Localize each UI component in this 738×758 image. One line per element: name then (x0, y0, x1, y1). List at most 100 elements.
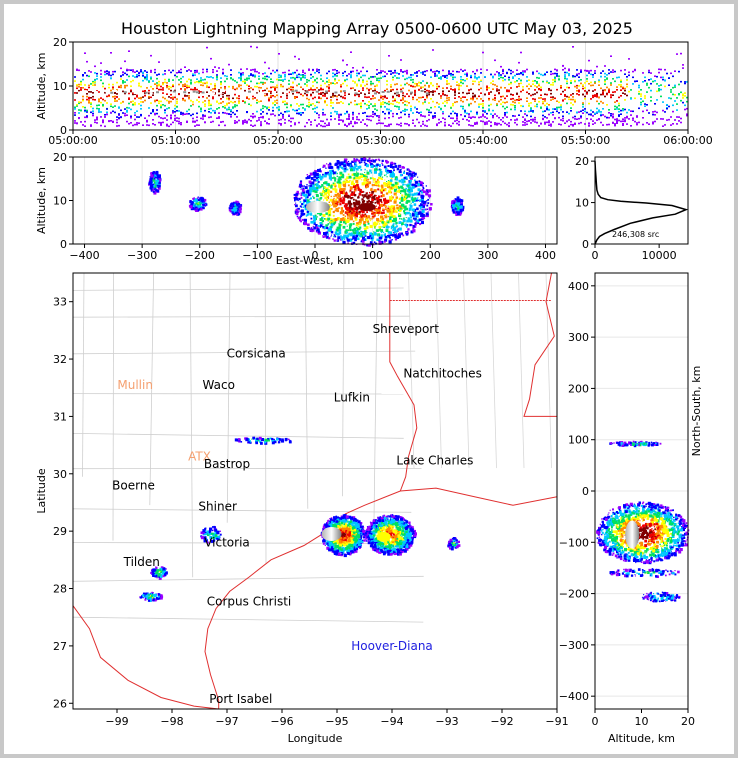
lightning-source (672, 86, 674, 89)
lightning-source (438, 70, 440, 73)
lightning-source (195, 202, 198, 205)
lightning-source (456, 70, 458, 73)
lightning-source (88, 70, 90, 72)
lightning-source (152, 80, 154, 82)
lightning-source (534, 80, 536, 82)
lightning-source (314, 183, 317, 186)
lightning-source (92, 98, 94, 101)
lightning-source (188, 69, 190, 71)
lightning-source (366, 172, 368, 174)
lightning-core (277, 91, 281, 94)
lightning-source (384, 75, 386, 78)
lightning-source (380, 169, 382, 171)
lightning-source (472, 97, 474, 99)
lightning-source (304, 109, 306, 111)
lightning-source (336, 239, 339, 241)
lightning-source (377, 188, 380, 191)
lightning-source (392, 100, 394, 102)
lightning-source (198, 80, 200, 83)
lightning-source (380, 177, 383, 180)
lightning-source (512, 77, 514, 79)
lightning-source (334, 188, 338, 192)
lightning-source (126, 69, 128, 72)
lightning-source (396, 101, 398, 103)
lightning-source (403, 210, 406, 213)
lightning-source (134, 93, 136, 95)
lightning-source (325, 224, 328, 227)
lightning-source (468, 120, 470, 122)
lightning-source (415, 221, 418, 224)
lightning-source (350, 51, 352, 53)
lightning-source (450, 107, 452, 109)
lightning-source (166, 93, 168, 95)
lightning-source (446, 99, 448, 102)
lightning-source (194, 198, 198, 202)
lightning-source (418, 211, 422, 215)
lightning-source (260, 87, 262, 89)
lightning-source (296, 210, 300, 214)
lightning-source (315, 224, 318, 227)
lightning-source (404, 122, 406, 125)
lightning-source (389, 231, 393, 235)
lightning-source (382, 222, 386, 226)
lightning-source (256, 46, 258, 49)
lightning-source (379, 175, 382, 178)
lightning-source (658, 71, 660, 74)
lightning-source (234, 80, 236, 82)
lightning-source (390, 161, 393, 165)
lightning-source (356, 182, 359, 184)
lightning-source (622, 86, 624, 89)
lightning-source (334, 110, 336, 113)
lightning-source (344, 238, 346, 240)
lightning-source (518, 83, 520, 85)
lightning-source (384, 208, 387, 210)
lightning-source (391, 196, 394, 199)
lightning-source (374, 97, 376, 99)
lightning-source (349, 224, 352, 228)
lightning-source (280, 85, 282, 88)
lightning-source (208, 86, 210, 89)
lightning-source (410, 174, 414, 178)
lightning-source (302, 201, 305, 204)
lightning-source (240, 73, 242, 76)
lightning-source (318, 89, 320, 91)
lightning-source (304, 74, 306, 77)
lightning-source (377, 169, 379, 171)
lightning-source (385, 159, 388, 163)
lightning-source (74, 120, 76, 122)
lightning-source (353, 166, 356, 170)
lightning-source (146, 74, 148, 76)
lightning-source (610, 55, 612, 57)
lightning-source (342, 102, 344, 104)
lightning-source (226, 78, 228, 80)
lightning-source (347, 213, 351, 216)
lightning-source (106, 108, 108, 110)
lightning-source (686, 96, 688, 99)
lightning-source (416, 118, 418, 121)
lightning-source (498, 77, 500, 80)
lightning-source (606, 74, 608, 76)
lightning-source (368, 77, 370, 80)
lightning-source (330, 225, 333, 229)
lightning-source (292, 72, 294, 75)
lightning-source (400, 192, 402, 194)
lightning-source (390, 205, 394, 208)
lightning-source (606, 86, 608, 89)
lightning-source (616, 119, 618, 122)
lightning-source (392, 76, 394, 79)
lightning-source (206, 81, 208, 84)
lightning-source (203, 200, 206, 203)
lightning-source (192, 88, 194, 91)
lightning-source (82, 87, 84, 89)
lightning-source (294, 77, 296, 80)
lightning-source (395, 176, 398, 178)
lightning-source (228, 98, 230, 101)
lightning-source (452, 76, 454, 79)
lightning-source (324, 125, 326, 128)
lightning-source (412, 85, 414, 88)
lightning-source (94, 84, 96, 86)
lightning-source (188, 108, 190, 111)
lightning-source (252, 68, 254, 71)
lightning-source (660, 76, 662, 79)
lightning-source (357, 212, 361, 215)
